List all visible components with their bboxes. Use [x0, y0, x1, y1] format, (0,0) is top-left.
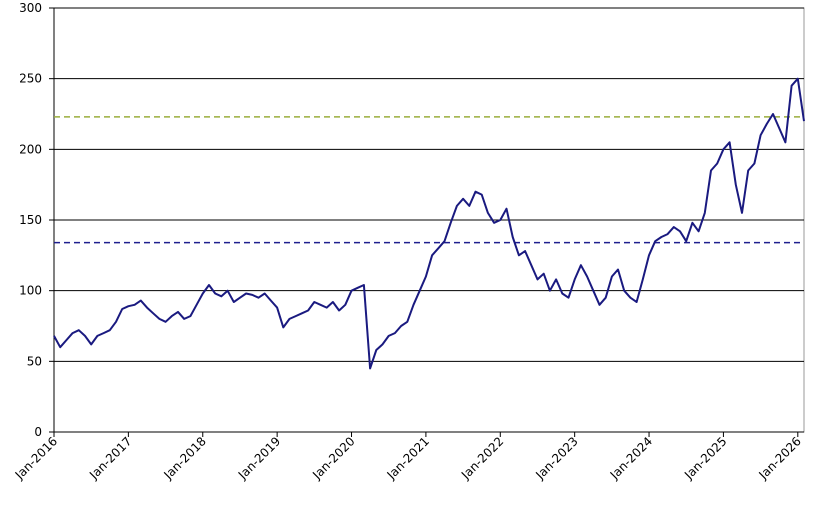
y-tick-label: 300: [19, 1, 42, 15]
y-tick-label: 250: [19, 72, 42, 86]
x-tick-label: Jan-2025: [681, 434, 729, 482]
data-line: [53, 77, 805, 370]
x-tick-label: Jan-2021: [384, 434, 432, 482]
x-tick-label: Jan-2019: [235, 434, 283, 482]
y-tick-label: 0: [34, 425, 42, 439]
x-tick-label: Jan-2016: [12, 434, 60, 482]
x-tick-label: Jan-2026: [756, 434, 804, 482]
y-tick-label: 150: [19, 213, 42, 227]
x-tick-label: Jan-2020: [309, 434, 357, 482]
x-tick-label: Jan-2022: [458, 434, 506, 482]
x-tick-label: Jan-2018: [161, 434, 209, 482]
y-tick-label: 200: [19, 142, 42, 156]
x-tick-label: Jan-2017: [86, 434, 134, 482]
x-tick-label: Jan-2024: [607, 434, 655, 482]
x-tick-label: Jan-2023: [532, 434, 580, 482]
y-tick-label: 100: [19, 284, 42, 298]
y-tick-label: 50: [27, 354, 42, 368]
